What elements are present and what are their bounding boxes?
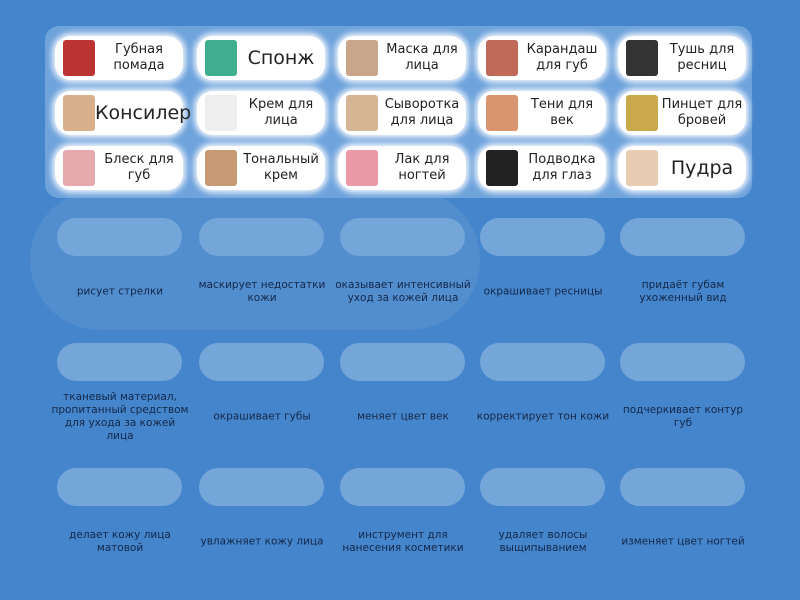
draggable-card[interactable]: Консилер: [55, 91, 191, 135]
sponge-icon: [205, 40, 237, 76]
card-label: Консилер: [95, 102, 192, 124]
drop-slot[interactable]: [199, 468, 324, 506]
nail-polish-icon: [346, 150, 378, 186]
card-label: Пудра: [670, 157, 734, 179]
draggable-card[interactable]: Губная помада: [55, 36, 183, 80]
foundation-icon: [205, 150, 237, 186]
eyeshadow-icon: [486, 95, 518, 131]
mascara-icon: [626, 40, 658, 76]
drop-slot[interactable]: [620, 218, 745, 256]
drop-slot[interactable]: [57, 343, 182, 381]
clue-text: окрашивает губы: [213, 410, 311, 423]
clue-text: подчеркивает контур губ: [622, 404, 744, 429]
card-label: Маска для лица: [386, 42, 458, 73]
card-label: Тональный крем: [243, 152, 319, 183]
draggable-card[interactable]: Пинцет для бровей: [618, 91, 746, 135]
draggable-card[interactable]: Тональный крем: [197, 146, 325, 190]
clue-text: придаёт губам ухоженный вид: [639, 279, 727, 304]
clue-text: удаляет волосы выщипыванием: [498, 529, 588, 554]
draggable-card[interactable]: Спонж: [197, 36, 325, 80]
card-label: Лак для ногтей: [394, 152, 450, 183]
clue-text: меняет цвет век: [357, 410, 449, 423]
drop-slot[interactable]: [57, 468, 182, 506]
clue-text: увлажняет кожу лица: [200, 535, 324, 548]
drop-slot[interactable]: [480, 468, 605, 506]
card-label: Губная помада: [113, 42, 165, 73]
background-decoration: [30, 190, 480, 330]
card-label: Спонж: [247, 47, 315, 69]
drop-slot[interactable]: [199, 218, 324, 256]
drop-slot[interactable]: [480, 343, 605, 381]
draggable-card[interactable]: Сыворотка для лица: [338, 91, 466, 135]
card-label: Пинцет для бровей: [661, 97, 743, 128]
draggable-card[interactable]: Тушь для ресниц: [618, 36, 746, 80]
clue-text: рисует стрелки: [76, 285, 164, 298]
drop-slot[interactable]: [620, 343, 745, 381]
powder-icon: [626, 150, 658, 186]
drop-slot[interactable]: [340, 468, 465, 506]
draggable-card[interactable]: Тени для век: [478, 91, 606, 135]
drop-slot[interactable]: [57, 218, 182, 256]
card-label: Тушь для ресниц: [669, 42, 735, 73]
card-label: Сыворотка для лица: [384, 97, 460, 128]
clue-text: изменяет цвет ногтей: [621, 535, 745, 548]
drop-slot[interactable]: [620, 468, 745, 506]
clue-text: оказывает интенсивный уход за кожей лица: [335, 279, 471, 304]
eyeliner-icon: [486, 150, 518, 186]
face-mask-icon: [346, 40, 378, 76]
draggable-card[interactable]: Блеск для губ: [55, 146, 183, 190]
drop-slot[interactable]: [199, 343, 324, 381]
draggable-card[interactable]: Карандаш для губ: [478, 36, 606, 80]
draggable-card[interactable]: Маска для лица: [338, 36, 466, 80]
clue-text: тканевый материал, пропитанный средством…: [51, 391, 189, 442]
concealer-icon: [63, 95, 95, 131]
draggable-card[interactable]: Крем для лица: [197, 91, 325, 135]
clue-text: маскирует недостатки кожи: [198, 279, 326, 304]
drop-slot[interactable]: [480, 218, 605, 256]
face-cream-icon: [205, 95, 237, 131]
card-label: Подводка для глаз: [528, 152, 596, 183]
lipstick-icon: [63, 40, 95, 76]
clue-text: окрашивает ресницы: [483, 285, 603, 298]
card-label: Карандаш для губ: [526, 42, 598, 73]
draggable-card[interactable]: Лак для ногтей: [338, 146, 466, 190]
drop-slot[interactable]: [340, 343, 465, 381]
clue-text: корректирует тон кожи: [476, 410, 610, 423]
draggable-card[interactable]: Подводка для глаз: [478, 146, 606, 190]
card-label: Тени для век: [530, 97, 594, 128]
serum-icon: [346, 95, 378, 131]
drop-slot[interactable]: [340, 218, 465, 256]
card-label: Блеск для губ: [104, 152, 174, 183]
clue-text: делает кожу лица матовой: [69, 529, 171, 554]
lip-pencil-icon: [486, 40, 518, 76]
card-label: Крем для лица: [248, 97, 314, 128]
draggable-card[interactable]: Пудра: [618, 146, 746, 190]
lip-gloss-icon: [63, 150, 95, 186]
clue-text: инструмент для нанесения косметики: [342, 529, 464, 554]
tweezers-icon: [626, 95, 658, 131]
